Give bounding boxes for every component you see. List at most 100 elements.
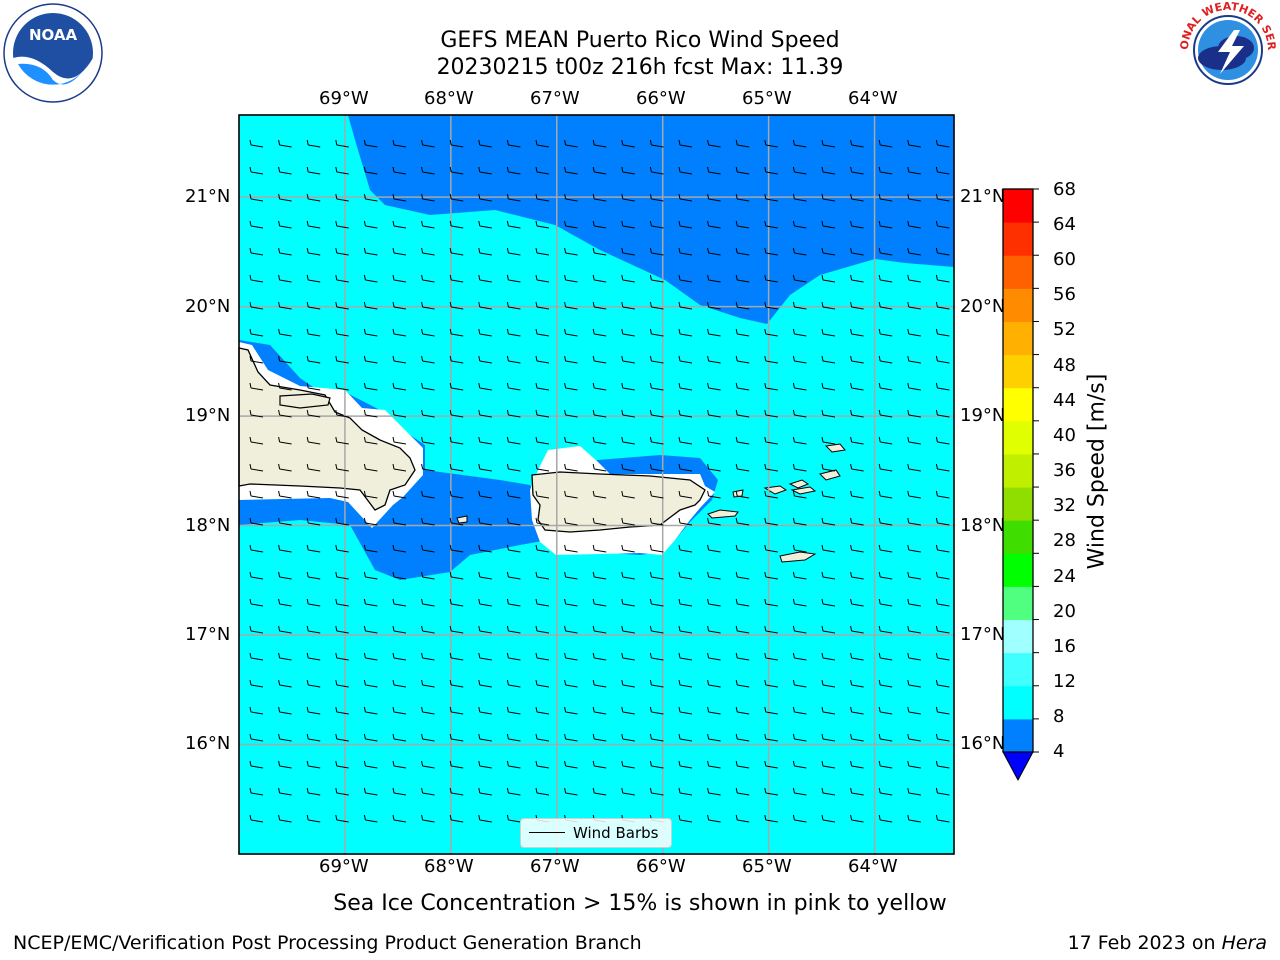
wind-barb: [335, 733, 349, 742]
wind-barb: [363, 679, 378, 688]
wind-barb: [478, 301, 492, 310]
wind-barb: [392, 814, 407, 823]
lon-tick-bottom: 65°W: [742, 856, 792, 877]
wind-barb: [907, 625, 921, 634]
wind-barb: [592, 490, 607, 499]
wind-barb: [363, 463, 378, 472]
wind-barb: [621, 436, 635, 445]
wind-barb: [935, 706, 950, 715]
wind-barb: [649, 139, 664, 148]
wind-barb: [621, 760, 635, 769]
wind-barb: [707, 382, 721, 391]
wind-barb: [764, 301, 778, 310]
wind-barb: [821, 436, 836, 445]
colorbar-segment: [1003, 453, 1033, 488]
wind-barb: [306, 355, 321, 364]
wind-barb: [478, 652, 492, 661]
wind-barb: [821, 274, 836, 283]
wind-barb: [707, 544, 721, 553]
wind-barb: [935, 220, 950, 229]
wind-barb: [392, 409, 407, 418]
wind-barb: [707, 247, 721, 256]
wind-barb: [535, 355, 550, 364]
wind-barb: [278, 760, 292, 769]
wind-barb: [506, 625, 521, 634]
wind-barb: [478, 598, 492, 607]
wind-barb: [621, 517, 635, 526]
wind-barb: [449, 247, 464, 256]
wind-barb: [363, 193, 378, 202]
wind-barb: [878, 517, 893, 526]
wind-barb: [335, 166, 349, 175]
wind-barb: [592, 382, 607, 391]
wind-barb: [764, 328, 778, 337]
wind-barb: [621, 544, 635, 553]
wind-barb: [506, 355, 521, 364]
wind-barb: [735, 652, 750, 661]
wind-barb: [592, 166, 607, 175]
wind-barb: [621, 139, 635, 148]
wind-barb: [249, 409, 264, 418]
wind-barb: [421, 490, 435, 499]
wind-barb: [935, 166, 950, 175]
wind-barb: [592, 139, 607, 148]
wind-barb: [306, 166, 321, 175]
wind-barb: [678, 733, 693, 742]
wind-barb: [392, 139, 407, 148]
wind-barb: [306, 328, 321, 337]
colorbar-label: Wind Speed [m/s]: [1084, 373, 1110, 570]
wind-barb: [335, 652, 349, 661]
wind-barb: [907, 247, 921, 256]
wind-barb: [907, 544, 921, 553]
wind-barb: [564, 463, 578, 472]
land-anegada: [824, 443, 846, 453]
wind-barb: [249, 247, 264, 256]
wind-barb: [735, 382, 750, 391]
wind-barb: [792, 436, 807, 445]
wind-barb: [907, 382, 921, 391]
wind-barb: [306, 247, 321, 256]
wind-barb: [335, 193, 349, 202]
wind-barb: [735, 733, 750, 742]
wind-barb: [478, 220, 492, 229]
wind-barb: [878, 166, 893, 175]
wind-barb: [878, 436, 893, 445]
wind-barb: [478, 355, 492, 364]
wind-barb: [535, 733, 550, 742]
colorbar-segment: [1003, 354, 1033, 389]
wind-barb: [506, 463, 521, 472]
land-samana: [279, 393, 331, 409]
wind-barb: [449, 355, 464, 364]
lat-tick-right: 17°N: [960, 624, 1006, 645]
footer-date: 17 Feb 2023 on Hera: [1068, 932, 1267, 954]
wind-barb: [506, 409, 521, 418]
wind-barb: [850, 760, 864, 769]
wind-barb: [306, 220, 321, 229]
wind-barb: [821, 814, 836, 823]
wind-barb: [506, 517, 521, 526]
wind-barb: [363, 436, 378, 445]
wind-barb: [535, 463, 550, 472]
wind-barb: [592, 274, 607, 283]
wind-barb: [878, 814, 893, 823]
wind-barb: [792, 409, 807, 418]
colorbar-tick: 40: [1053, 425, 1076, 446]
wind-barb: [878, 733, 893, 742]
wind-barb: [421, 220, 435, 229]
wind-barb: [535, 787, 550, 796]
wind-barb: [335, 328, 349, 337]
wind-barb: [449, 733, 464, 742]
wind-barb: [592, 436, 607, 445]
wind-barb: [449, 598, 464, 607]
wind-barb: [878, 463, 893, 472]
wind-barb: [764, 436, 778, 445]
wind-barb: [821, 220, 836, 229]
wind-barb: [564, 598, 578, 607]
wind-barb: [535, 301, 550, 310]
wind-barb: [506, 814, 521, 823]
wind-barb: [678, 247, 693, 256]
wind-barb: [306, 733, 321, 742]
wind-barb: [792, 139, 807, 148]
wind-field-4-8-north: [348, 115, 954, 324]
wind-barb: [764, 355, 778, 364]
